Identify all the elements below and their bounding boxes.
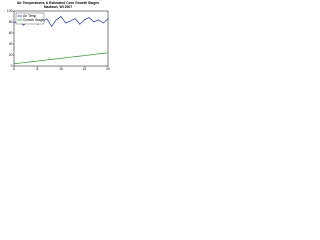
x-tick-label: 15 bbox=[83, 67, 87, 71]
chart-subtitle: Madison, WI 2007 bbox=[44, 5, 72, 9]
y-tick-label: 80 bbox=[9, 20, 13, 24]
legend-label: Growth Stage bbox=[23, 18, 44, 22]
x-tick-label: 10 bbox=[59, 67, 63, 71]
y-tick-label: 40 bbox=[9, 42, 13, 46]
chart: Air Temperatures & Estimated Corn Growth… bbox=[0, 0, 111, 72]
x-tick-label: 20 bbox=[106, 67, 110, 71]
y-tick-label: 100 bbox=[7, 9, 13, 13]
legend-box bbox=[15, 12, 45, 25]
legend-label: Air Temp bbox=[23, 14, 36, 18]
y-tick-label: 60 bbox=[9, 31, 13, 35]
chart-title: Air Temperatures & Estimated Corn Growth… bbox=[17, 1, 99, 5]
y-tick-label: 20 bbox=[9, 53, 13, 57]
x-tick-label: 5 bbox=[37, 67, 39, 71]
x-tick-label: 0 bbox=[13, 67, 15, 71]
y-tick-label: 0 bbox=[11, 64, 13, 68]
series-line bbox=[13, 52, 109, 65]
background bbox=[0, 0, 111, 72]
